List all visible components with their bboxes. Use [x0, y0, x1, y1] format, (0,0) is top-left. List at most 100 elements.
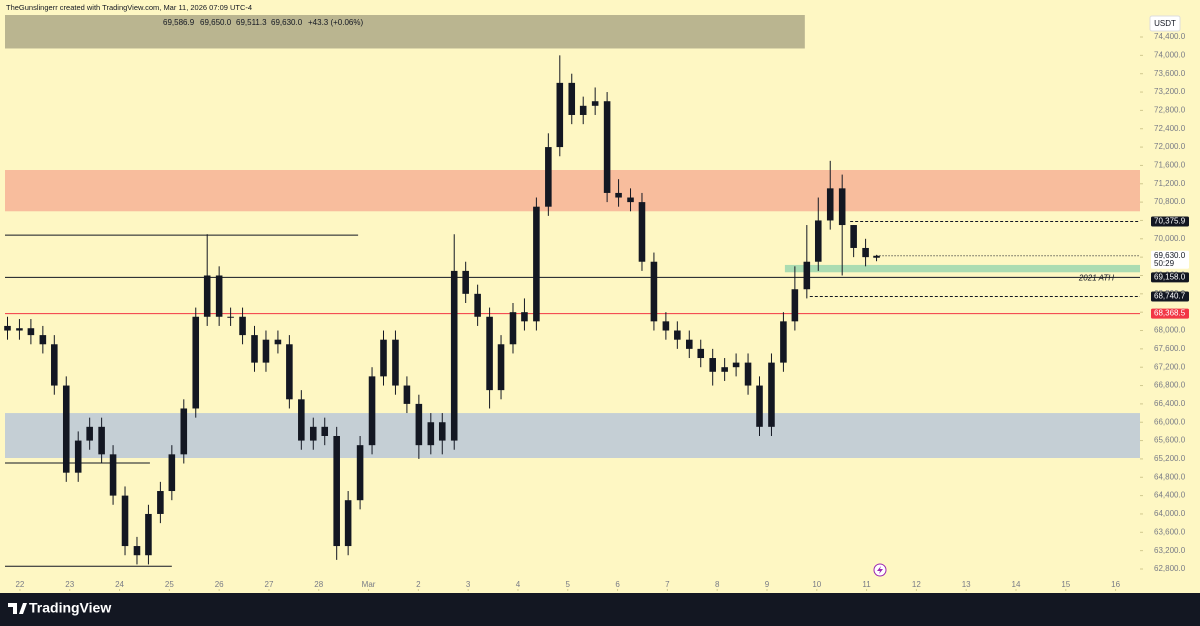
candle-body: [415, 403, 423, 446]
candle-body: [62, 385, 70, 473]
level-label-box: [1151, 272, 1189, 283]
y-tick-label: 63,200.0: [1154, 546, 1186, 555]
currency[interactable]: USDT: [1154, 19, 1176, 28]
candle-body: [215, 275, 223, 317]
candle-body: [427, 422, 435, 446]
y-tick-label: 64,800.0: [1154, 472, 1186, 481]
level-label: 68,740.7: [1154, 292, 1186, 301]
candle-body: [403, 385, 411, 404]
candle-body: [298, 399, 305, 441]
level-note: 2021 ATH: [1078, 274, 1114, 283]
candle-body: [709, 358, 716, 372]
candle-body: [686, 339, 693, 349]
x-tick-label: 26: [215, 580, 224, 589]
x-tick-label: 14: [1012, 580, 1021, 589]
y-tick-label: 71,600.0: [1154, 161, 1186, 170]
tradingview-logo: [8, 603, 27, 614]
candle-body: [568, 82, 576, 115]
candle-body: [721, 367, 728, 372]
x-tick-label: 5: [566, 580, 571, 589]
y-tick-label: 66,800.0: [1154, 381, 1186, 390]
candle-body: [791, 289, 799, 322]
candle-body: [509, 312, 517, 345]
ohlc-high: 69,650.0: [200, 18, 232, 27]
zone: [5, 413, 1140, 459]
candle-body: [638, 202, 646, 262]
y-tick-label: 63,600.0: [1154, 527, 1186, 536]
candle-body: [39, 335, 47, 345]
x-tick-label: 12: [912, 580, 921, 589]
candle-body: [274, 339, 282, 345]
currency-box[interactable]: [1149, 15, 1181, 32]
footer-brand: TradingView: [29, 600, 111, 616]
candle-body: [826, 188, 834, 221]
x-tick-label: 7: [665, 580, 670, 589]
level-label-box: [1151, 308, 1189, 319]
candle-body: [732, 362, 740, 368]
candle-body: [157, 491, 164, 514]
candle-body: [16, 328, 23, 331]
candle-body: [98, 426, 105, 455]
candle-body: [768, 362, 775, 427]
x-tick-label: 3: [466, 580, 471, 589]
lightning-glyph: [877, 566, 883, 574]
y-tick-label: 70,000.0: [1154, 234, 1186, 243]
y-tick-label: 73,600.0: [1154, 69, 1186, 78]
level-label: 69,158.0: [1154, 273, 1186, 282]
x-tick-label: 25: [165, 580, 174, 589]
candle-body: [486, 316, 493, 391]
candle-body: [392, 339, 399, 386]
candle-body: [450, 270, 458, 441]
candle-body: [756, 385, 763, 427]
ohlc-close: 69,630.0: [271, 18, 303, 27]
candle-body: [591, 101, 599, 106]
candle-body: [556, 82, 564, 148]
candle-body: [579, 105, 587, 115]
candle-body: [333, 435, 340, 547]
y-tick-label: 72,800.0: [1154, 105, 1186, 114]
x-tick-label: 9: [765, 580, 770, 589]
candle-body: [803, 261, 811, 290]
candle-body: [780, 321, 787, 363]
candle-body: [368, 376, 376, 446]
candle-body: [286, 344, 293, 400]
x-tick-label: 28: [314, 580, 323, 589]
x-tick-label: 8: [715, 580, 720, 589]
candle-body: [497, 344, 505, 391]
ohlc-low: 69,511.3: [236, 18, 267, 27]
y-tick-label: 73,200.0: [1154, 87, 1186, 96]
candle-body: [662, 321, 670, 331]
candle-body: [309, 426, 317, 441]
zone: [784, 264, 1140, 273]
candle-body: [262, 339, 270, 363]
y-tick-label: 65,200.0: [1154, 454, 1186, 463]
candle-body: [521, 312, 528, 322]
y-tick-label: 74,400.0: [1154, 32, 1186, 41]
y-tick-label: 64,400.0: [1154, 491, 1186, 500]
x-tick-label: 16: [1111, 580, 1120, 589]
level-label: 68,368.5: [1154, 309, 1186, 318]
candle-body: [321, 426, 329, 436]
candle-body: [180, 408, 188, 455]
y-tick-label: 72,400.0: [1154, 124, 1186, 133]
candle-body: [251, 335, 258, 363]
candle-body: [380, 339, 387, 377]
candle-body: [650, 261, 658, 322]
level-label-box: [1151, 291, 1189, 302]
candle-body: [86, 426, 93, 441]
y-tick-label: 65,600.0: [1154, 436, 1186, 445]
last-price-label: 69,630.0: [1154, 251, 1186, 260]
x-tick-label: 23: [65, 580, 74, 589]
candle-body: [227, 316, 234, 318]
x-tick-label: 11: [862, 580, 871, 589]
candle-body: [838, 188, 846, 226]
x-tick-label: 4: [516, 580, 521, 589]
x-tick-label: 10: [812, 580, 821, 589]
candle-body: [168, 454, 176, 492]
candle-body: [615, 192, 622, 198]
y-tick-label: 66,400.0: [1154, 399, 1186, 408]
candle-body: [545, 147, 552, 207]
level-label: 70,375.9: [1154, 217, 1186, 226]
candle-body: [121, 495, 129, 547]
candle-body: [51, 344, 58, 386]
